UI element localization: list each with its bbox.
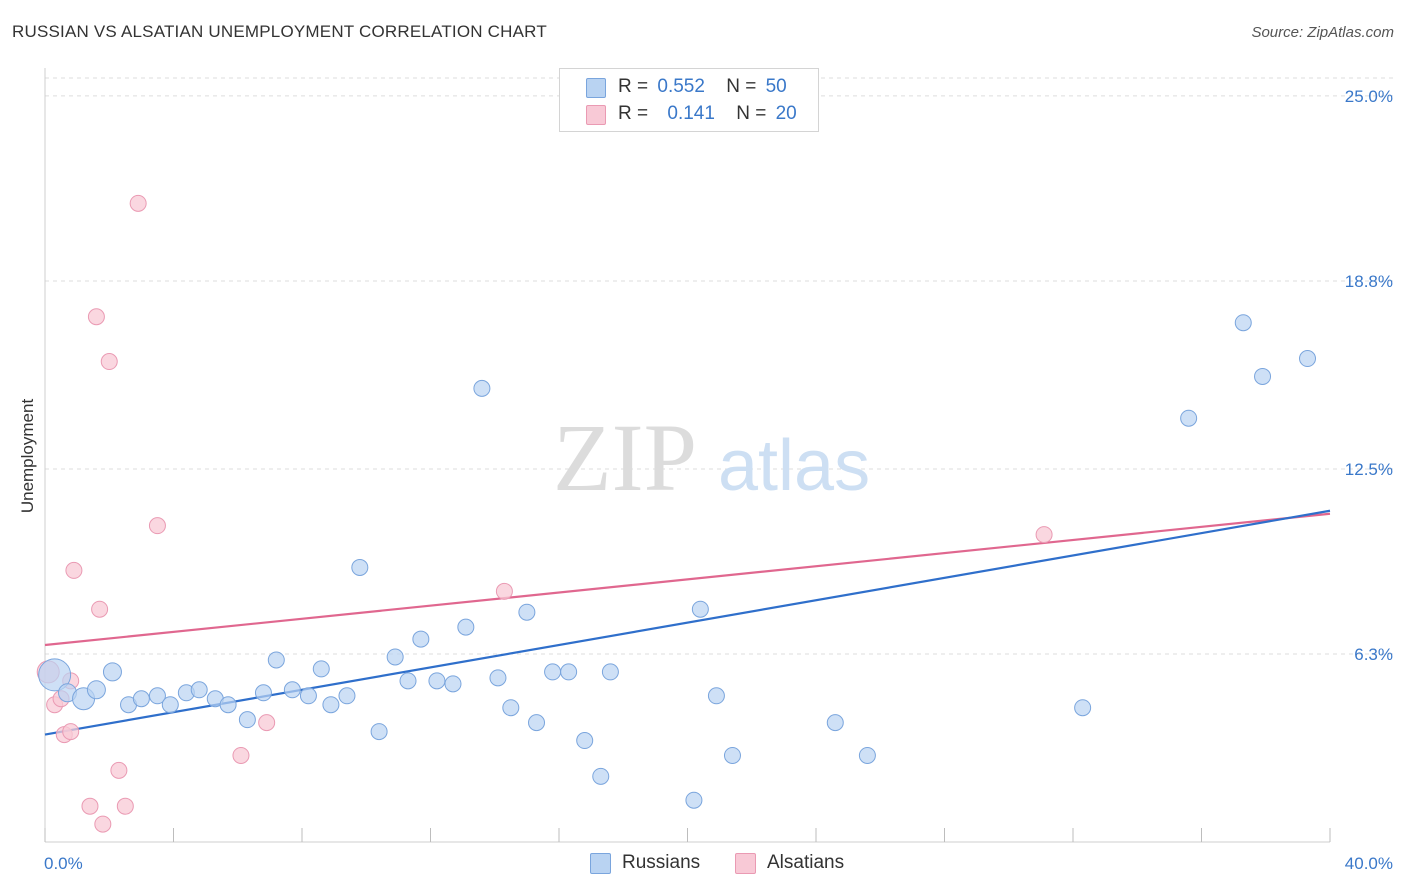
russians-legend-label: Russians	[622, 852, 701, 873]
russians-point	[102, 662, 122, 682]
alsatians-point	[62, 723, 80, 741]
alsatians-point	[116, 797, 134, 815]
russians-point	[576, 732, 594, 750]
alsatians-trend-line	[44, 512, 1331, 647]
trend-lines	[44, 509, 1331, 736]
russians-point	[560, 663, 578, 681]
russians-point	[826, 714, 844, 732]
russians-swatch	[586, 78, 606, 98]
russians-point	[312, 660, 330, 678]
legend-alsatians-text: R = 0.141 N = 20	[618, 103, 797, 125]
x-tick-label: 40.0%	[1345, 854, 1393, 873]
legend-r-label: R =	[618, 76, 649, 97]
alsatians-point	[1035, 526, 1053, 544]
russians-point	[238, 711, 256, 729]
axes	[44, 68, 1331, 843]
legend-r-value: 0.552	[657, 76, 705, 97]
legend-r-label: R =	[618, 103, 649, 124]
russians-point	[691, 600, 709, 618]
russians-trend-line	[44, 509, 1331, 736]
russians-point	[502, 699, 520, 717]
russians-point	[544, 663, 562, 681]
russians-point	[254, 684, 272, 702]
russians-point	[489, 669, 507, 687]
russians-point	[386, 648, 404, 666]
alsatians-points	[36, 194, 1053, 833]
watermark: ZIP atlas	[553, 404, 870, 511]
alsatians-point	[100, 353, 118, 371]
russians-points	[38, 314, 1317, 809]
russians-point	[1180, 409, 1198, 427]
y-tick-label: 12.5%	[1345, 460, 1393, 479]
legend-n-label: N =	[726, 76, 757, 97]
russians-point	[601, 663, 619, 681]
russians-point	[1299, 350, 1317, 368]
source-label: Source: ZipAtlas.com	[1251, 24, 1394, 41]
alsatians-point	[258, 714, 276, 732]
alsatians-point	[129, 194, 147, 212]
russians-point	[338, 687, 356, 705]
alsatians-point	[81, 797, 99, 815]
russians-point	[86, 680, 106, 700]
russians-point	[190, 681, 208, 699]
russians-point	[457, 618, 475, 636]
alsatians-point	[232, 746, 250, 764]
russians-point	[528, 714, 546, 732]
legend-n-value: 50	[765, 76, 787, 97]
gridlines	[45, 77, 1395, 655]
alsatians-point	[87, 308, 105, 326]
y-tick-label: 25.0%	[1345, 87, 1393, 106]
alsatians-point	[65, 561, 83, 579]
russians-point	[858, 746, 876, 764]
russians-point	[161, 696, 179, 714]
russians-point	[299, 687, 317, 705]
legend-russians-text: R = 0.552 N = 50	[618, 76, 787, 98]
russians-point	[219, 696, 237, 714]
russians-point	[685, 791, 703, 809]
alsatians-point	[110, 761, 128, 779]
russians-point	[444, 675, 462, 693]
legend-n-label: N =	[736, 103, 767, 124]
legend-n-value: 20	[775, 103, 797, 124]
alsatians-legend-label: Alsatians	[767, 852, 845, 873]
y-tick-label: 18.8%	[1345, 272, 1393, 291]
russians-point	[428, 672, 446, 690]
russians-point	[38, 658, 72, 692]
y-axis-label: Unemployment	[18, 398, 37, 514]
alsatians-point	[94, 815, 112, 833]
russians-point	[1234, 314, 1252, 332]
russians-point	[1074, 699, 1092, 717]
chart-title: RUSSIAN VS ALSATIAN UNEMPLOYMENT CORRELA…	[12, 22, 547, 41]
legend: R = 0.552 N = 50 R = 0.141 N = 20	[559, 68, 819, 132]
alsatians-point	[495, 582, 513, 600]
legend-r-value: 0.141	[667, 103, 715, 124]
russians-legend-swatch	[590, 853, 611, 874]
russians-point	[283, 681, 301, 699]
russians-point	[1254, 367, 1272, 385]
russians-point	[412, 630, 430, 648]
russians-point	[723, 746, 741, 764]
russians-point	[322, 696, 340, 714]
russians-point	[267, 651, 285, 669]
y-tick-label: 6.3%	[1354, 645, 1393, 664]
watermark-atlas: atlas	[718, 426, 870, 506]
tick-labels: 6.3% 12.5% 18.8% 25.0% 0.0% 40.0%	[44, 87, 1393, 873]
alsatians-point	[148, 517, 166, 535]
russians-point	[370, 723, 388, 741]
watermark-zip: ZIP	[553, 404, 697, 511]
russians-point	[351, 558, 369, 576]
russians-point	[148, 687, 166, 705]
russians-point	[707, 687, 725, 705]
russians-point	[473, 379, 491, 397]
alsatians-swatch	[586, 105, 606, 125]
russians-point	[592, 767, 610, 785]
alsatians-legend-swatch	[735, 853, 756, 874]
russians-point	[399, 672, 417, 690]
russians-point	[132, 690, 150, 708]
russians-point	[518, 603, 536, 621]
x-tick-label: 0.0%	[44, 854, 83, 873]
alsatians-point	[91, 600, 109, 618]
